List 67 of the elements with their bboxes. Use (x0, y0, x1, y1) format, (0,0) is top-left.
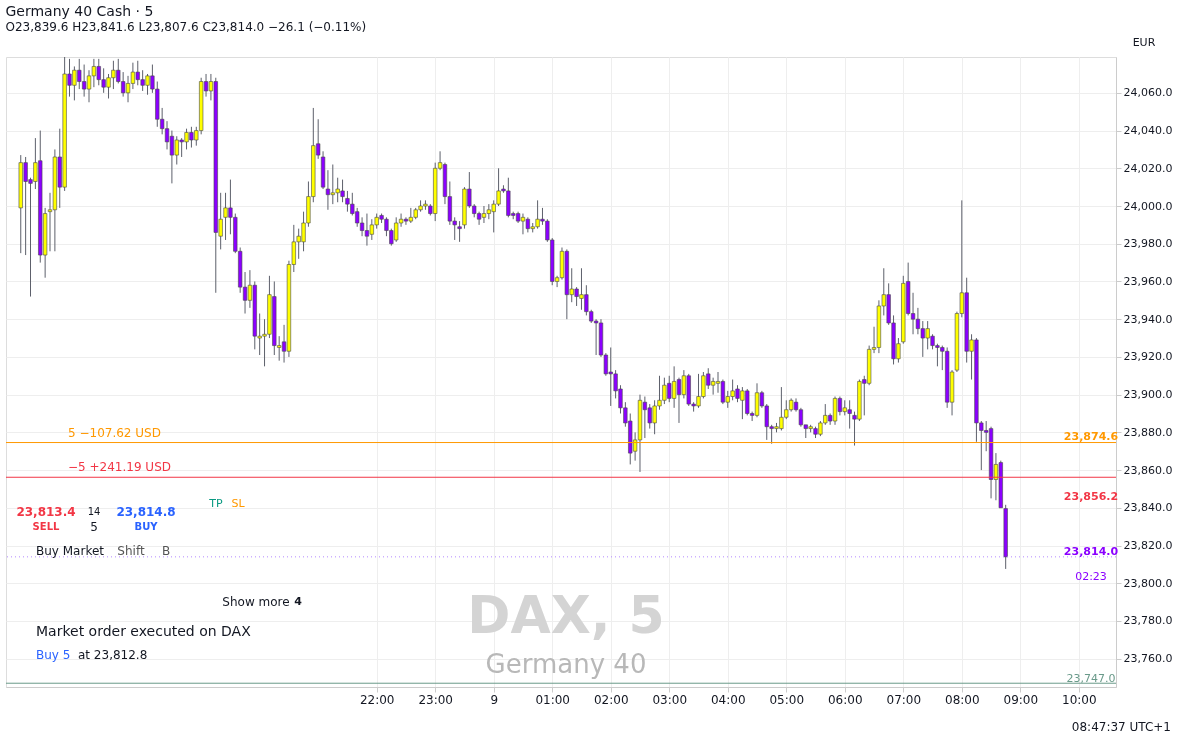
y-tick-label: 23,980.0 (1123, 237, 1173, 251)
annotation: TP (208, 497, 224, 510)
ref-line-label: 5 −107.62 USD (68, 425, 161, 440)
candlestick (364, 213, 370, 247)
annotation: 23,747.0 (1066, 672, 1116, 685)
y-tick-label: 23,880.0 (1123, 425, 1173, 439)
annotation: 23,874.6 (1063, 430, 1119, 443)
annotation: B (161, 544, 171, 558)
annotation: 02:23 (1075, 570, 1107, 583)
x-tick-label: 07:00 (886, 692, 922, 707)
candlestick (481, 205, 487, 224)
annotation: SELL (32, 521, 61, 532)
x-tick-label: 05:00 (769, 692, 805, 707)
y-tick-label: 23,960.0 (1123, 274, 1173, 288)
annotation: BUY (134, 521, 159, 532)
annotation: 14 (87, 506, 101, 517)
annotation: Buy 5 (36, 648, 71, 662)
x-tick-label: 10:00 (1062, 692, 1097, 707)
candlestick (676, 377, 682, 424)
candlestick (86, 69, 92, 103)
y-tick-label: 23,800.0 (1123, 576, 1173, 590)
y-tick-label: 23,860.0 (1123, 463, 1173, 477)
candlestick (125, 75, 131, 103)
x-tick-label: 23:00 (418, 692, 453, 707)
y-tick-label: 24,000.0 (1123, 199, 1173, 213)
annotation: SL (231, 497, 246, 510)
candlestick (457, 220, 462, 243)
text: EUR (1132, 36, 1156, 49)
candlestick (832, 396, 838, 426)
annotation: 23,814.0 (1063, 545, 1119, 558)
annotation: Buy Market (36, 544, 105, 558)
annotation: 23,856.2 (1063, 490, 1119, 503)
annotation: Show more (222, 595, 290, 609)
ref-line-label: −5 +241.19 USD (68, 460, 172, 475)
candlestick (403, 216, 409, 226)
annotation: Germany 40 (485, 649, 647, 679)
y-tick-label: 23,780.0 (1123, 614, 1173, 628)
candlestick (520, 213, 526, 235)
y-tick-label: 23,900.0 (1123, 388, 1173, 402)
chart-subtitle: O23,839.6 H23,841.6 L23,807.6 C23,814.0 −26.1 (−0.11%) (5, 20, 367, 34)
x-tick-label: 02:00 (593, 692, 629, 707)
x-tick-label: 09:00 (1003, 692, 1039, 707)
y-tick-label: 23,840.0 (1123, 501, 1173, 515)
candlestick (754, 382, 760, 418)
y-tick-label: 23,940.0 (1123, 312, 1173, 326)
x-tick-label: 06:00 (827, 692, 863, 707)
y-tick-label: 23,760.0 (1123, 652, 1173, 666)
annotation: 23,813.4 (16, 505, 76, 519)
y-tick-label: 23,820.0 (1123, 539, 1173, 553)
annotation: Market order executed on DAX (36, 623, 252, 639)
x-tick-label: 04:00 (710, 692, 746, 707)
annotation: at 23,812.8 (78, 648, 148, 662)
y-tick-label: 24,040.0 (1123, 124, 1173, 138)
annotation: 5 (90, 520, 98, 534)
text: 08:47:37 UTC+1 (1071, 720, 1171, 734)
y-tick-label: 24,020.0 (1123, 161, 1173, 175)
annotation: Shift (117, 544, 145, 558)
x-tick-label: 08:00 (945, 692, 980, 707)
annotation: 4 (294, 595, 303, 608)
x-tick-label: 01:00 (535, 692, 571, 707)
x-tick-label: 9 (490, 692, 499, 707)
chart-title: Germany 40 Cash · 5 (5, 3, 154, 19)
y-tick-label: 24,060.0 (1123, 86, 1173, 100)
annotation: 23,814.8 (116, 505, 176, 519)
x-tick-label: 22:00 (359, 692, 395, 707)
x-tick-label: 03:00 (652, 692, 688, 707)
y-tick-label: 23,920.0 (1123, 350, 1173, 364)
